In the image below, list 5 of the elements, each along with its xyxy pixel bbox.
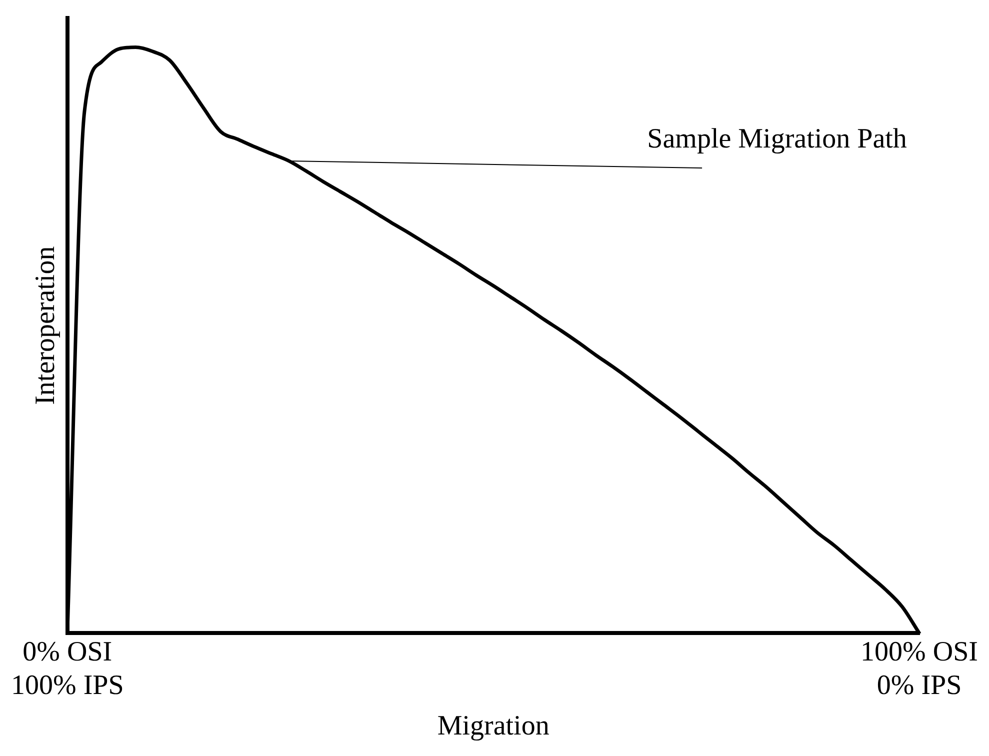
x-tick-label: 100% OSI 0% IPS: [860, 636, 978, 701]
x-tick-label: 0% OSI 100% IPS: [11, 636, 124, 701]
annotation: Sample Migration Path: [647, 123, 907, 154]
x-axis-title: Migration: [437, 710, 550, 742]
y-axis-title: Interoperation: [30, 246, 61, 405]
